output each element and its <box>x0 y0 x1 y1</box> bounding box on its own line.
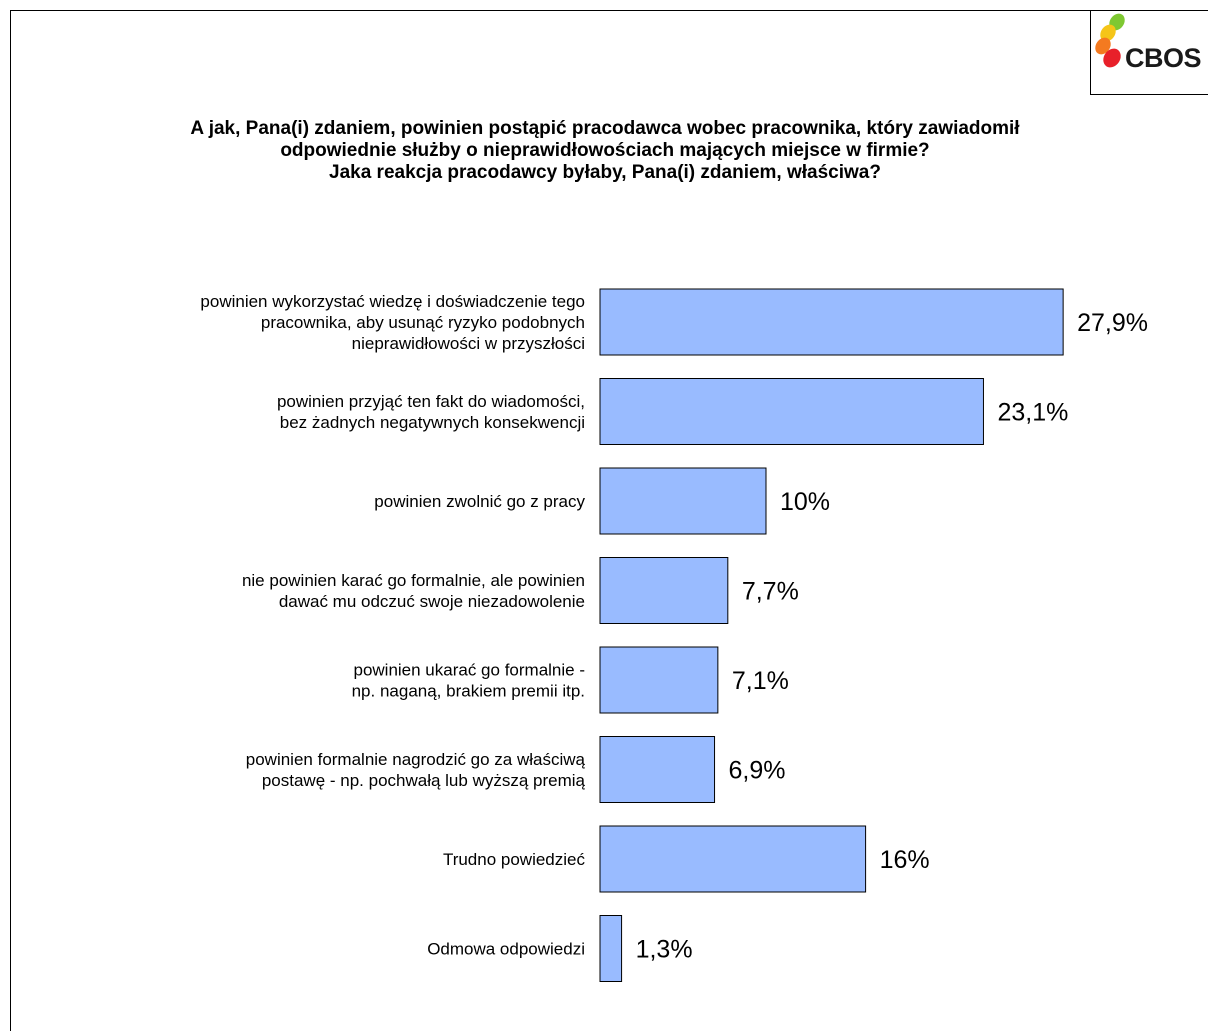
value-label-1: 27,9% <box>1077 309 1148 337</box>
category-label-2-line-1: powinien przyjąć ten fakt do wiadomości, <box>277 392 585 411</box>
value-label-3: 10% <box>780 488 830 516</box>
chart-title-line-1: A jak, Pana(i) zdaniem, powinien postąpi… <box>190 118 1020 139</box>
category-label-5-line-1: powinien ukarać go formalnie - <box>353 661 585 680</box>
chart-title: A jak, Pana(i) zdaniem, powinien postąpi… <box>40 118 1170 184</box>
bar-2 <box>599 378 984 445</box>
cbos-logo-text: CBOS <box>1125 43 1202 73</box>
value-label-6: 6,9% <box>729 757 786 785</box>
category-label-1-line-1: powinien wykorzystać wiedzę i doświadcze… <box>200 292 585 311</box>
chart-frame <box>10 10 1208 1031</box>
value-label-8: 1,3% <box>636 936 693 964</box>
bar-1 <box>599 288 1064 356</box>
bar-3 <box>599 467 767 535</box>
logo-dot-red <box>1103 48 1121 68</box>
logo-dot-yellow <box>1100 24 1116 42</box>
category-label-6-line-2: postawę - np. pochwałą lub wyższą premią <box>262 771 586 790</box>
category-label-7-line-1: Trudno powiedzieć <box>443 850 586 869</box>
bar-4 <box>599 557 729 624</box>
chart-title-line-3: Jaka reakcja pracodawcy byłaby, Pana(i) … <box>329 162 881 183</box>
value-label-2: 23,1% <box>997 399 1068 427</box>
value-label-5: 7,1% <box>732 667 789 695</box>
category-label-1-line-3: nieprawidłowości w przyszłości <box>352 334 585 353</box>
logo-dot-orange <box>1095 37 1111 55</box>
value-label-7: 16% <box>880 846 930 874</box>
category-label-8-line-1: Odmowa odpowiedzi <box>427 940 585 959</box>
category-label-4-line-1: nie powinien karać go formalnie, ale pow… <box>242 571 585 590</box>
category-label-6-line-1: powinien formalnie nagrodzić go za właśc… <box>246 750 586 769</box>
bar-8 <box>599 915 623 982</box>
category-label-4-line-2: dawać mu odczuć swoje niezadowolenie <box>279 592 585 611</box>
bar-7 <box>599 825 867 893</box>
bar-6 <box>599 736 716 803</box>
chart-title-line-2: odpowiednie służby o nieprawidłowościach… <box>280 140 930 161</box>
category-label-2-line-2: bez żadnych negatywnych konsekwencji <box>280 413 585 432</box>
cbos-logo-icon <box>1095 13 1125 68</box>
value-label-4: 7,7% <box>742 578 799 606</box>
category-label-1-line-2: pracownika, aby usunąć ryzyko podobnych <box>261 313 585 332</box>
bar-5 <box>599 646 719 714</box>
category-label-5-line-2: np. naganą, brakiem premii itp. <box>352 682 585 701</box>
category-label-3-line-1: powinien zwolnić go z pracy <box>374 492 585 511</box>
